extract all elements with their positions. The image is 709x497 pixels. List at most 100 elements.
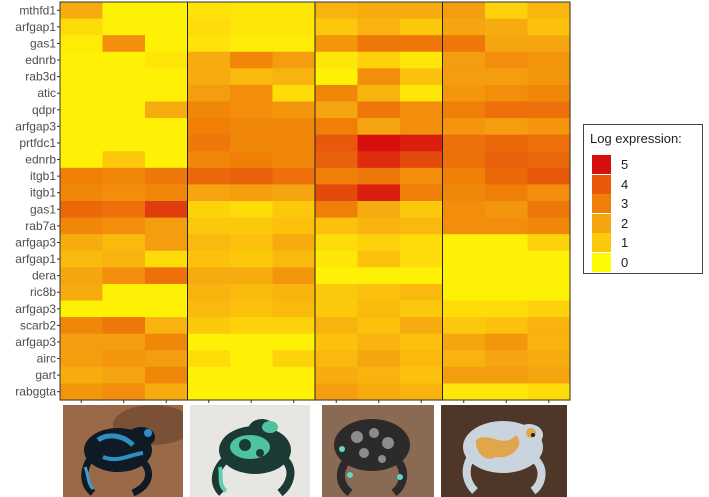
heatmap-cell (485, 366, 529, 385)
heatmap-cell (230, 167, 274, 186)
heatmap-cell (272, 2, 316, 20)
heatmap-cell (357, 201, 401, 219)
heatmap-cell (102, 167, 146, 186)
heatmap-cell (527, 250, 571, 268)
heatmap-cell (442, 383, 486, 401)
heatmap-cell (60, 217, 104, 235)
heatmap-cell (272, 18, 316, 36)
heatmap-cell (400, 151, 444, 169)
heatmap-cell (485, 300, 529, 318)
row-label: dera (32, 269, 56, 283)
heatmap-cell (400, 350, 444, 368)
heatmap-cell (60, 300, 104, 318)
heatmap-cell (485, 151, 529, 169)
heatmap-cell (187, 300, 231, 318)
heatmap-cell (485, 201, 529, 219)
heatmap-cell (187, 167, 231, 186)
legend-label: 3 (621, 196, 629, 211)
heatmap-cell (400, 366, 444, 385)
legend-swatch (592, 233, 611, 252)
heatmap-cell (442, 184, 486, 202)
legend-item: 4 (592, 174, 628, 194)
heatmap-cell (145, 35, 189, 53)
heatmap-cell (527, 84, 571, 103)
heatmap-cell (272, 51, 316, 69)
row-label: arfgap3 (15, 302, 56, 316)
heatmap-cell (272, 267, 316, 285)
heatmap-cell (187, 350, 231, 368)
heatmap-cell (315, 350, 359, 368)
heatmap-cell (187, 51, 231, 69)
heatmap-cell (187, 234, 231, 252)
heatmap-cell (442, 350, 486, 368)
heatmap-cell (485, 383, 529, 401)
heatmap-cell (315, 151, 359, 169)
heatmap-cell (357, 184, 401, 202)
heatmap-cell (442, 217, 486, 235)
row-label: arfgap3 (15, 119, 56, 133)
heatmap-cell (145, 217, 189, 235)
heatmap-cell (145, 250, 189, 268)
heatmap-cell (527, 134, 571, 152)
heatmap-cell (60, 350, 104, 368)
heatmap-cell (272, 134, 316, 152)
heatmap-cell (357, 68, 401, 86)
heatmap-cell (102, 283, 146, 302)
heatmap-cell (400, 300, 444, 318)
heatmap-cell (485, 333, 529, 351)
row-label: ednrb (25, 53, 56, 67)
heatmap-cell (60, 383, 104, 401)
heatmap-cell (527, 317, 571, 335)
heatmap-cell (272, 101, 316, 119)
heatmap-cell (230, 35, 274, 53)
heatmap-cell (102, 35, 146, 53)
heatmap-cell (230, 217, 274, 235)
heatmap-cell (102, 2, 146, 20)
orange-patterned-frog-photo (441, 405, 567, 497)
heatmap-cell (102, 383, 146, 401)
heatmap-cell (485, 134, 529, 152)
heatmap-cell (442, 51, 486, 69)
row-label: scarb2 (20, 318, 56, 332)
heatmap-cell (527, 300, 571, 318)
heatmap-cell (442, 151, 486, 169)
heatmap-cell (187, 84, 231, 103)
heatmap-cell (230, 283, 274, 302)
heatmap-cell (230, 234, 274, 252)
heatmap-cell (400, 383, 444, 401)
heatmap-cell (527, 184, 571, 202)
heatmap-cell (187, 366, 231, 385)
heatmap-cell (145, 51, 189, 69)
heatmap-cell (230, 333, 274, 351)
heatmap-cell (145, 118, 189, 136)
legend-swatch (592, 194, 611, 213)
heatmap-cell (527, 151, 571, 169)
heatmap-cell (187, 118, 231, 136)
heatmap-cell (442, 84, 486, 103)
heatmap-cell (272, 283, 316, 302)
heatmap-cell (357, 283, 401, 302)
heatmap-cell (442, 118, 486, 136)
heatmap-cell (527, 18, 571, 36)
heatmap-cell (272, 217, 316, 235)
heatmap-cell (527, 68, 571, 86)
heatmap-cell (442, 300, 486, 318)
heatmap-cell (60, 151, 104, 169)
heatmap-cell (357, 333, 401, 351)
heatmap-cell (315, 333, 359, 351)
heatmap-cell (315, 300, 359, 318)
heatmap-cell (442, 333, 486, 351)
heatmap-cell (60, 267, 104, 285)
heatmap-cell (357, 234, 401, 252)
heatmap-cell (187, 317, 231, 335)
row-label: ednrb (25, 153, 56, 167)
heatmap-cell (230, 300, 274, 318)
heatmap-cell (272, 84, 316, 103)
heatmap-cell (60, 283, 104, 302)
heatmap-cell (315, 234, 359, 252)
legend-label: 1 (621, 235, 629, 250)
heatmap-cell (357, 366, 401, 385)
heatmap-cell (272, 68, 316, 86)
heatmap-cell (357, 35, 401, 53)
